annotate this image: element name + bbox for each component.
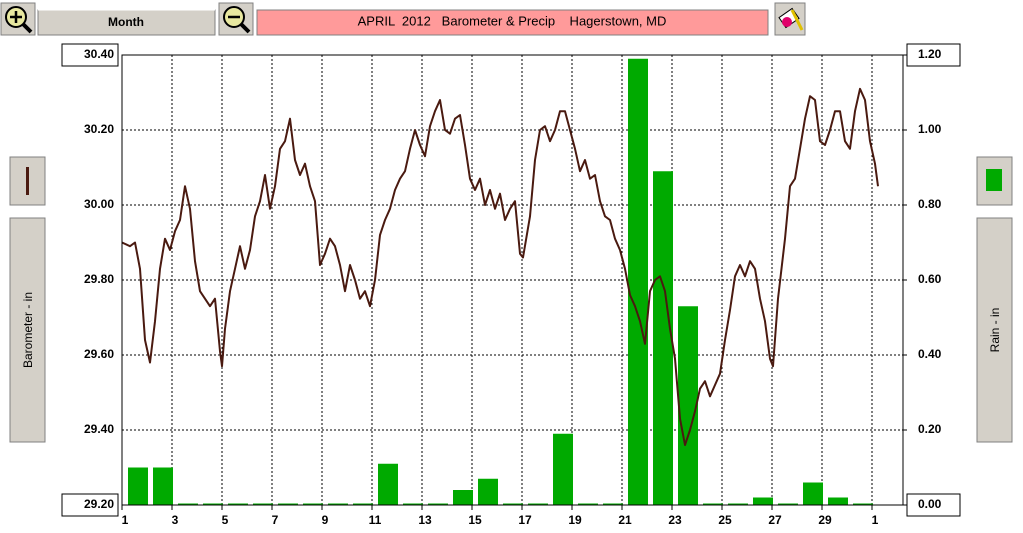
rain-bar (528, 503, 548, 505)
rain-bar (403, 503, 423, 505)
barometer-legend-button[interactable] (9, 156, 46, 206)
y-tick-label: 29.40 (84, 422, 114, 436)
rain-bar (478, 478, 498, 505)
y-tick-label: 30.00 (84, 197, 114, 211)
plot-area (121, 54, 904, 506)
x-tick-label: 29 (818, 513, 832, 527)
rain-bar (653, 171, 673, 505)
tick-label-box (61, 43, 119, 67)
rain-bar (303, 503, 323, 505)
x-tick-label: 5 (222, 513, 229, 527)
rain-bar (128, 467, 148, 505)
y-axis-label: Barometer - in (21, 292, 35, 368)
x-tick-label: 9 (322, 513, 329, 527)
y-tick-label: 29.80 (84, 272, 114, 286)
rain-bar (628, 58, 648, 505)
rain-bar (453, 490, 473, 505)
zoom-in-button[interactable] (0, 2, 36, 36)
period-label: Month (108, 15, 144, 29)
rain-bar (328, 503, 348, 505)
y2-tick-label: 0.20 (918, 422, 942, 436)
y2-tick-label: 0.00 (918, 497, 942, 511)
print-button[interactable] (774, 2, 806, 36)
rain-bar (603, 503, 623, 505)
y2-tick-label: 1.20 (918, 47, 942, 61)
y-tick-label: 30.20 (84, 122, 114, 136)
x-tick-label: 13 (418, 513, 432, 527)
rain-bar (753, 497, 773, 505)
rain-bar (353, 503, 373, 505)
rain-bar (553, 433, 573, 505)
legend-swatch (986, 169, 1002, 191)
x-tick-label: 27 (768, 513, 782, 527)
rain-bar (778, 503, 798, 505)
barometer-line (121, 87, 879, 446)
tick-label-box (61, 493, 119, 517)
plot-frame (121, 54, 904, 506)
rain-legend-button[interactable] (976, 156, 1013, 206)
rain-bar (203, 503, 223, 505)
chart-title: APRIL 2012 Barometer & Precip Hagerstown… (358, 13, 667, 28)
rain-bar (278, 503, 298, 505)
rain-bar (853, 503, 873, 505)
zoom-out-button[interactable] (218, 2, 254, 36)
x-tick-label: 1 (872, 513, 879, 527)
x-tick-label: 17 (518, 513, 532, 527)
y2-axis-label: Rain - in (988, 308, 1002, 353)
y-tick-label: 29.20 (84, 497, 114, 511)
rain-bar (228, 503, 248, 505)
x-tick-label: 15 (468, 513, 482, 527)
y2-tick-label: 0.80 (918, 197, 942, 211)
y-tick-label: 30.40 (84, 47, 114, 61)
rain-bar (728, 503, 748, 505)
rain-bar (153, 467, 173, 505)
rain-bar (178, 503, 198, 505)
x-tick-label: 25 (718, 513, 732, 527)
barometer-axis-button[interactable]: Barometer - in (9, 217, 46, 443)
rain-bar (803, 482, 823, 505)
rain-bar (678, 306, 698, 505)
rain-bar (253, 503, 273, 505)
rain-bar (428, 503, 448, 505)
rain-bar (378, 463, 398, 505)
x-tick-label: 1 (122, 513, 129, 527)
y2-tick-label: 0.60 (918, 272, 942, 286)
rain-bar (828, 497, 848, 505)
title-box (256, 9, 769, 36)
x-tick-label: 11 (369, 513, 382, 527)
rain-bar (503, 503, 523, 505)
period-button[interactable]: Month (37, 9, 216, 36)
y2-tick-label: 0.40 (918, 347, 942, 361)
rain-bar (703, 503, 723, 505)
x-tick-label: 7 (272, 513, 279, 527)
x-tick-label: 19 (568, 513, 582, 527)
rain-axis-button[interactable]: Rain - in (976, 217, 1013, 443)
x-tick-label: 3 (172, 513, 179, 527)
x-tick-label: 21 (618, 513, 632, 527)
x-tick-label: 23 (668, 513, 682, 527)
y-tick-label: 29.60 (84, 347, 114, 361)
y2-tick-label: 1.00 (918, 122, 942, 136)
rain-bar (578, 503, 598, 505)
